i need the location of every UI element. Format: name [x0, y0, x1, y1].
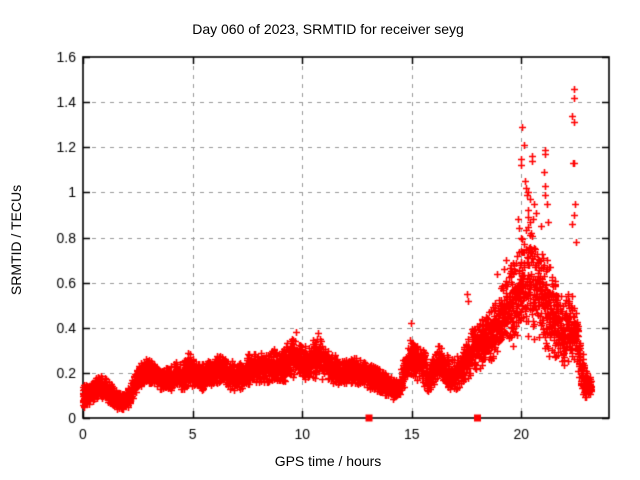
x-axis-label: GPS time / hours — [274, 453, 382, 469]
y-axis-label: SRMTID / TECUs — [8, 184, 24, 296]
chart-title: Day 060 of 2023, SRMTID for receiver sey… — [192, 21, 464, 37]
